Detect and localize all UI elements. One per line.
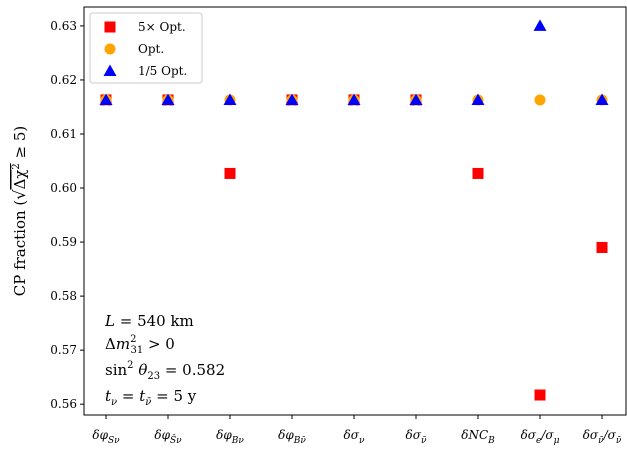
x-tick-label: δφBν xyxy=(216,428,244,446)
y-tick-label: 0.56 xyxy=(50,397,77,411)
x-tick-label: δφSν xyxy=(92,428,120,446)
y-tick-label: 0.61 xyxy=(50,127,77,141)
data-point xyxy=(472,167,484,179)
data-point xyxy=(596,241,608,253)
data-point xyxy=(471,93,485,105)
data-point xyxy=(223,93,237,105)
data-point xyxy=(285,93,299,105)
y-axis: 0.56 0.57 0.58 0.59 0.60 0.61 0.62 0.63 xyxy=(50,19,84,411)
annotation-block: L = 540 km Δm2 31 > 0 sin2 θ23 = 0.582 tν… xyxy=(104,312,225,408)
legend-marker xyxy=(103,64,117,76)
data-points xyxy=(99,19,609,401)
data-point xyxy=(534,94,546,106)
x-tick-label: δσν̄ xyxy=(406,428,427,446)
data-point xyxy=(595,93,609,105)
annotation-runtime: tν = tν̄ = 5 y xyxy=(105,387,197,408)
annotation-baseline: L = 540 km xyxy=(104,312,194,330)
legend: 5× Opt. Opt. 1/5 Opt. xyxy=(89,12,203,84)
data-point xyxy=(534,389,546,401)
plot-frame xyxy=(83,6,627,416)
y-tick-label: 0.63 xyxy=(50,19,77,33)
data-point xyxy=(409,93,423,105)
legend-marker xyxy=(104,21,116,33)
data-point xyxy=(533,19,547,31)
x-tick-label: δφS̄ν xyxy=(154,428,182,446)
y-tick-label: 0.57 xyxy=(50,343,77,357)
legend-label: Opt. xyxy=(138,42,164,56)
series-1 xyxy=(100,94,608,401)
x-tick-label: δσν̄/σν̄ xyxy=(583,428,622,446)
series-3 xyxy=(99,19,609,105)
x-tick-label: δφBν̄ xyxy=(278,428,306,446)
y-tick-label: 0.62 xyxy=(50,73,77,87)
y-tick-label: 0.60 xyxy=(50,181,77,195)
annotation-mass-ordering: Δm2 31 > 0 xyxy=(105,334,175,356)
legend-label: 5× Opt. xyxy=(138,20,186,34)
x-axis: δφSν δφS̄ν δφBν δφBν̄ δσν δσν̄ δNCB δσe/σμ δσν̄/… xyxy=(92,415,622,446)
annotation-theta23: sin2 θ23 = 0.582 xyxy=(105,360,225,382)
x-tick-label: δσν xyxy=(344,428,365,446)
data-point xyxy=(99,93,113,105)
legend-label: 1/5 Opt. xyxy=(138,64,187,78)
y-tick-label: 0.59 xyxy=(50,235,77,249)
legend-box xyxy=(89,12,203,84)
x-tick-label: δNCB xyxy=(461,428,495,446)
data-point xyxy=(161,93,175,105)
y-tick-label: 0.58 xyxy=(50,289,77,303)
data-point xyxy=(224,167,236,179)
data-point xyxy=(347,93,361,105)
legend-marker xyxy=(104,43,116,55)
y-axis-label: CP fraction (√Δχ2 ≥ 5) xyxy=(10,126,29,297)
x-tick-label: δσe/σμ xyxy=(521,428,560,446)
